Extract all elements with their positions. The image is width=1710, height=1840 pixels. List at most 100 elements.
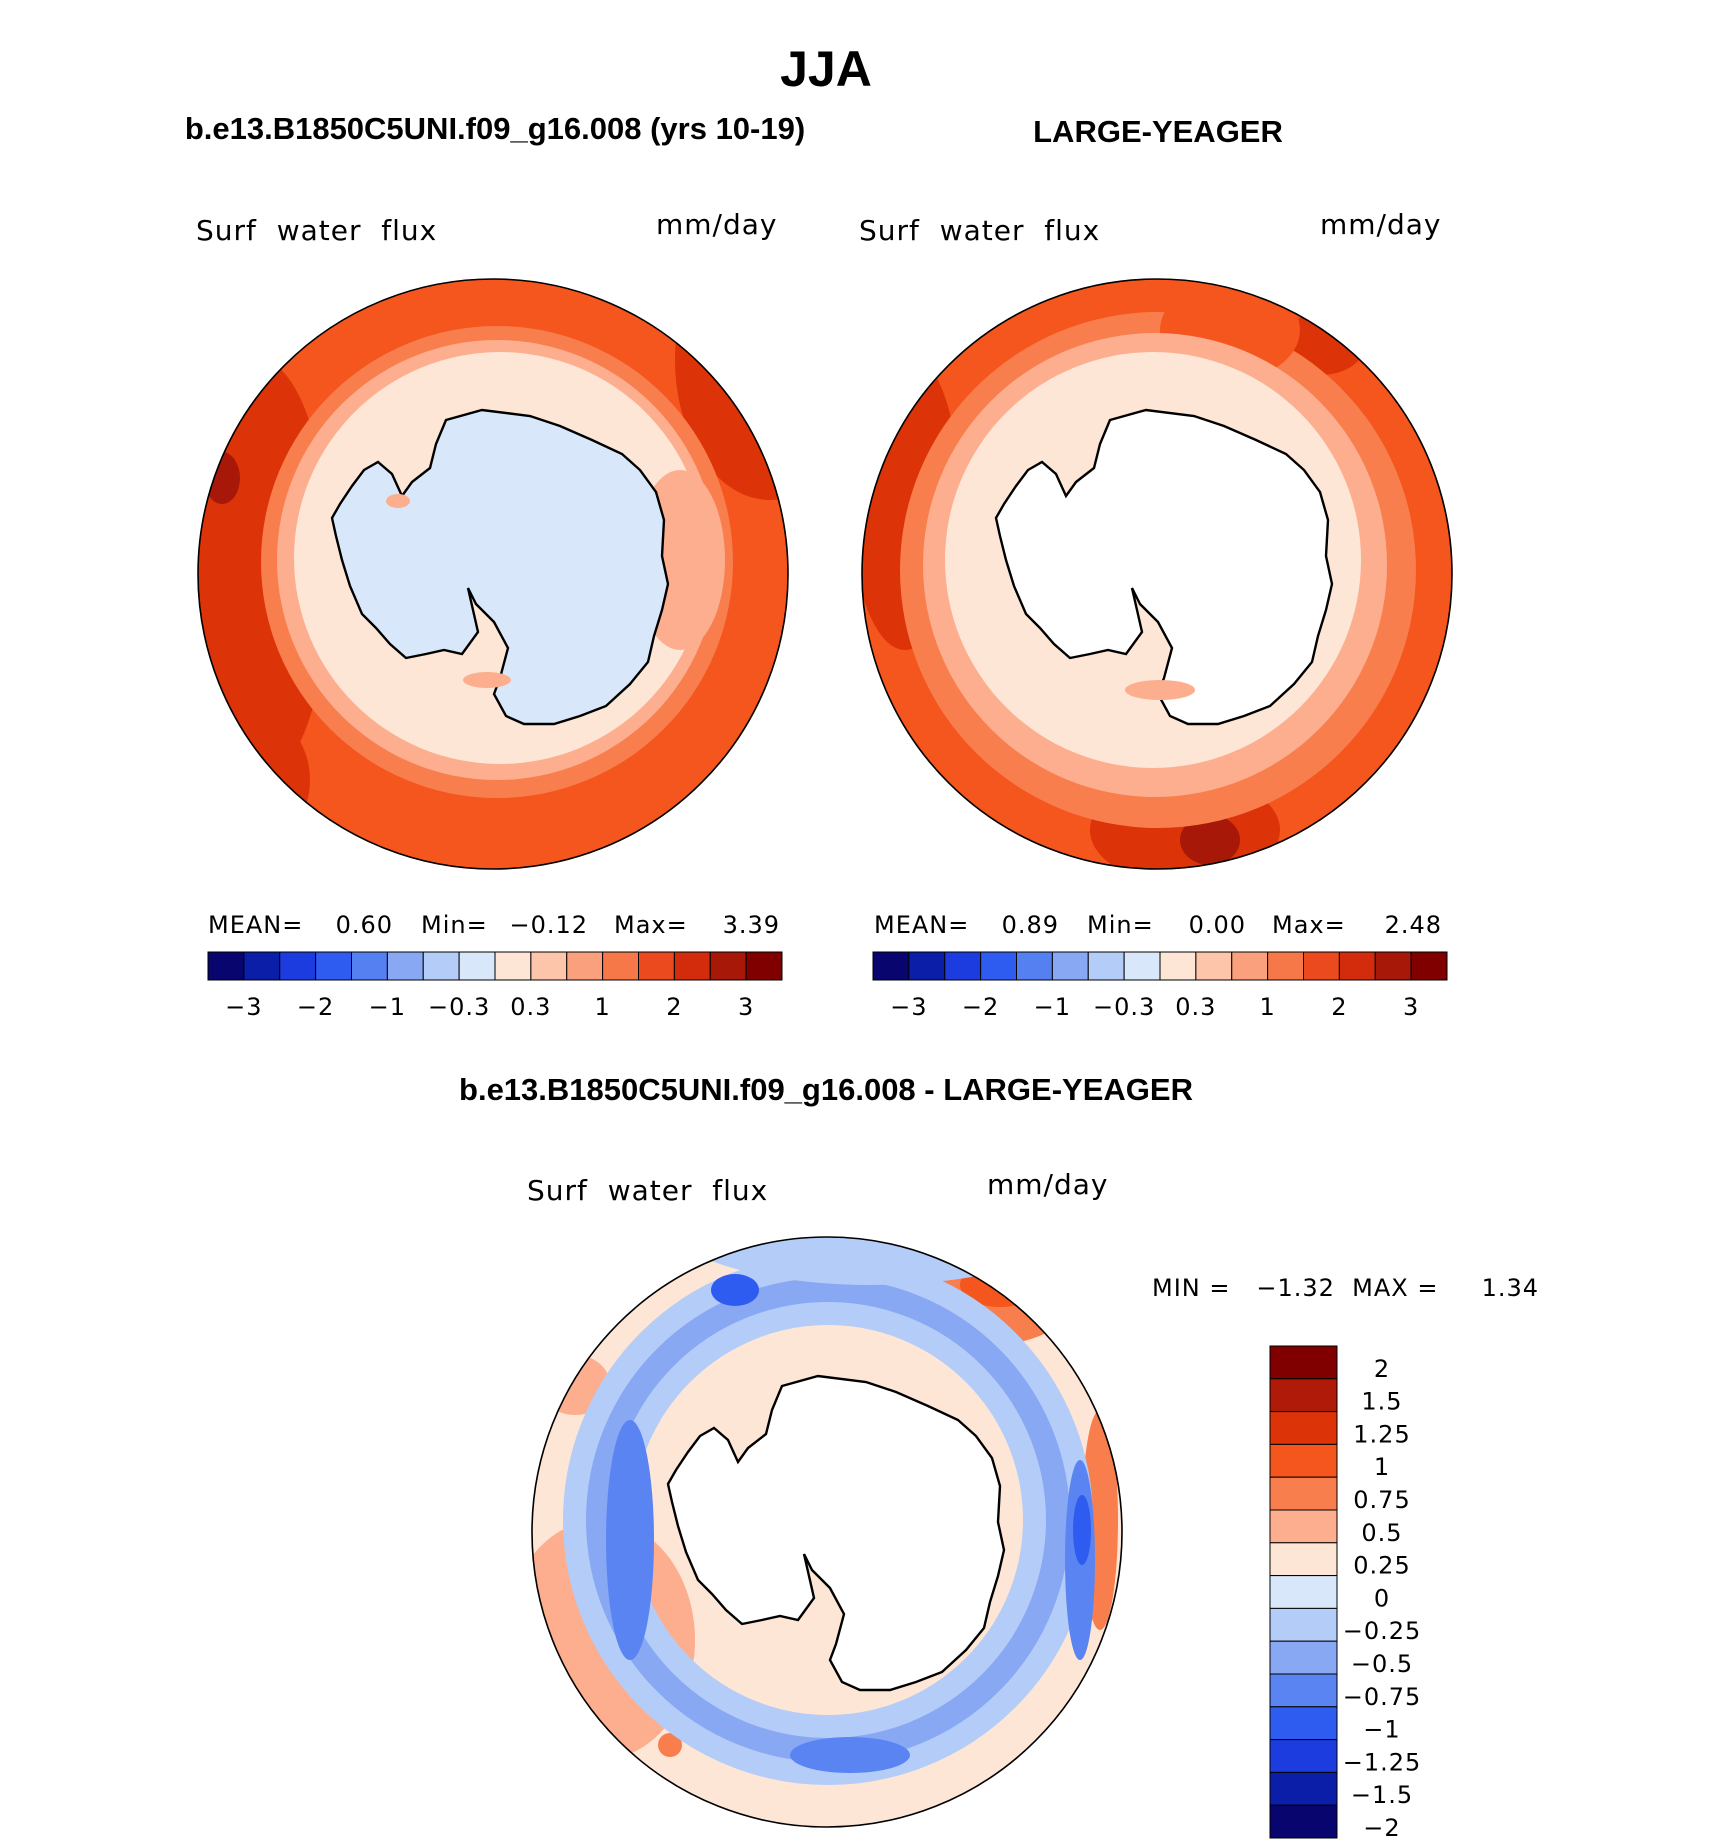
panel-a-stats: MEAN= 0.60 Min= −0.12 Max= 3.39 (208, 911, 779, 939)
colorbar-difference: 2 1.5 1.25 1 0.75 0.5 0.25 0 −0.25 −0.5 −0.75 −1 −1.… (1269, 1345, 1422, 1840)
panel-a-variable: Surf water flux (196, 214, 437, 247)
colorbar-tick-label: 1.5 (1361, 1388, 1402, 1416)
colorbar-swatch (530, 951, 568, 981)
colorbar-swatch (279, 951, 317, 981)
panel-b-mean-label: MEAN= (874, 911, 969, 939)
colorbar-tick-label: −3 (225, 993, 262, 1021)
panel-c-units: mm/day (987, 1168, 1109, 1201)
colorbar-swatch (1269, 1476, 1338, 1511)
colorbar-swatch (1269, 1575, 1338, 1609)
colorbar-tick-label: −1 (1034, 993, 1071, 1021)
panel-a-mean-value: 0.60 (336, 911, 393, 939)
colorbar-tick-label: −1.5 (1351, 1781, 1413, 1809)
panel-a-units: mm/day (656, 208, 778, 241)
colorbar-swatch (1159, 951, 1197, 981)
colorbar-swatch (673, 951, 711, 981)
panel-b-variable: Surf water flux (859, 214, 1100, 247)
panel-a-min-label: Min= (421, 911, 488, 939)
colorbar-swatch (1269, 1771, 1338, 1806)
colorbar-swatch (422, 951, 460, 981)
map-difference-border (531, 1236, 1123, 1828)
colorbar-swatch (944, 951, 982, 981)
colorbar-swatch (709, 951, 747, 981)
colorbar-tick-label: −2 (297, 993, 334, 1021)
colorbar-tick-label: −0.75 (1343, 1683, 1422, 1711)
map-model-dark-spot (204, 452, 240, 504)
colorbar-swatch (1269, 1443, 1338, 1478)
colorbar-tick-label: 3 (738, 993, 754, 1021)
panel-b-stats: MEAN= 0.89 Min= 0.00 Max= 2.48 (874, 911, 1442, 939)
panel-b-max-value: 2.48 (1385, 911, 1442, 939)
colorbar-swatch (566, 951, 604, 981)
colorbar-swatch (1123, 951, 1161, 981)
colorbar-swatch (1269, 1378, 1338, 1413)
colorbar-tick-label: 0.3 (510, 993, 551, 1021)
colorbar-swatch (1051, 951, 1089, 981)
colorbar-swatch (1269, 1706, 1338, 1741)
colorbar-tick-label: 3 (1403, 993, 1419, 1021)
colorbar-swatch (315, 951, 352, 981)
colorbar-tick-label: 0 (1374, 1584, 1390, 1612)
panel-b-min-value: 0.00 (1189, 911, 1246, 939)
colorbar-tick-label: −0.5 (1351, 1650, 1413, 1678)
colorbar-swatch (1231, 951, 1269, 981)
colorbar-swatch (908, 951, 946, 981)
panel-b-mean-value: 0.89 (1002, 911, 1059, 939)
panel-b-min-label: Min= (1087, 911, 1154, 939)
colorbar-swatch (1269, 1509, 1338, 1544)
colorbar-swatch (207, 951, 245, 981)
colorbar-tick-label: 0.5 (1361, 1519, 1402, 1547)
colorbar-swatch (745, 951, 783, 981)
colorbar-swatch (494, 951, 532, 981)
colorbar-tick-label: 2 (1374, 1355, 1390, 1383)
colorbar-swatch (1267, 951, 1304, 981)
map-model-border (197, 278, 789, 870)
difference-header: b.e13.B1850C5UNI.f09_g16.008 - LARGE-YEA… (459, 1072, 1193, 1107)
colorbar-tick-label: 1 (594, 993, 610, 1021)
colorbar-swatch (1303, 951, 1340, 981)
colorbar-tick-label: 1 (1374, 1453, 1390, 1481)
colorbar-swatch (1410, 951, 1448, 981)
colorbar-tick-label: −1 (1363, 1716, 1400, 1744)
colorbar-swatch (1269, 1673, 1338, 1708)
colorbar-swatch (1269, 1739, 1338, 1773)
colorbar-swatch (1269, 1804, 1338, 1839)
panel-a-min-value: −0.12 (509, 911, 588, 939)
colorbar-tick-label: −0.25 (1343, 1617, 1422, 1645)
panel-b-units: mm/day (1320, 208, 1442, 241)
panel-c-min-max: MIN = −1.32 MAX = 1.34 (1152, 1274, 1539, 1302)
panel-c-variable: Surf water flux (527, 1174, 768, 1207)
right-panel-header: LARGE-YEAGER (1033, 114, 1283, 149)
colorbar-tick-label: −3 (890, 993, 927, 1021)
colorbar-swatch (1374, 951, 1412, 981)
colorbar-tick-label: 1.25 (1353, 1420, 1410, 1448)
colorbar-swatch (243, 951, 281, 981)
colorbar-tick-label: 0.75 (1353, 1486, 1410, 1514)
map-difference (532, 1237, 1122, 1827)
panel-a-mean-label: MEAN= (208, 911, 303, 939)
colorbar-swatch (1338, 951, 1376, 981)
colorbar-swatch (458, 951, 496, 981)
colorbar-swatch (386, 951, 424, 981)
map-model (198, 279, 788, 869)
map-observations-border (861, 278, 1453, 870)
panel-b-max-label: Max= (1272, 911, 1346, 939)
left-panel-header: b.e13.B1850C5UNI.f09_g16.008 (yrs 10-19) (185, 111, 805, 146)
colorbar-panel-b: −3 −2 −1 −0.3 0.3 1 2 3 (872, 951, 1448, 1021)
colorbar-swatch (1269, 1542, 1338, 1577)
colorbar-swatch (1269, 1640, 1338, 1675)
colorbar-swatch (872, 951, 910, 981)
colorbar-swatch (351, 951, 388, 981)
colorbar-swatch (1269, 1345, 1338, 1380)
colorbar-swatch (1269, 1411, 1338, 1445)
map-observations (862, 279, 1452, 869)
colorbar-tick-label: −2 (962, 993, 999, 1021)
colorbar-swatch (1195, 951, 1233, 981)
panel-a-max-label: Max= (614, 911, 688, 939)
colorbar-tick-label: −0.3 (1093, 993, 1155, 1021)
colorbar-tick-label: 0.25 (1353, 1552, 1410, 1580)
figure-title: JJA (780, 41, 872, 97)
colorbar-panel-a: −3 −2 −1 −0.3 0.3 1 2 3 (207, 951, 783, 1021)
colorbar-tick-label: 2 (1331, 993, 1347, 1021)
colorbar-swatch (638, 951, 675, 981)
